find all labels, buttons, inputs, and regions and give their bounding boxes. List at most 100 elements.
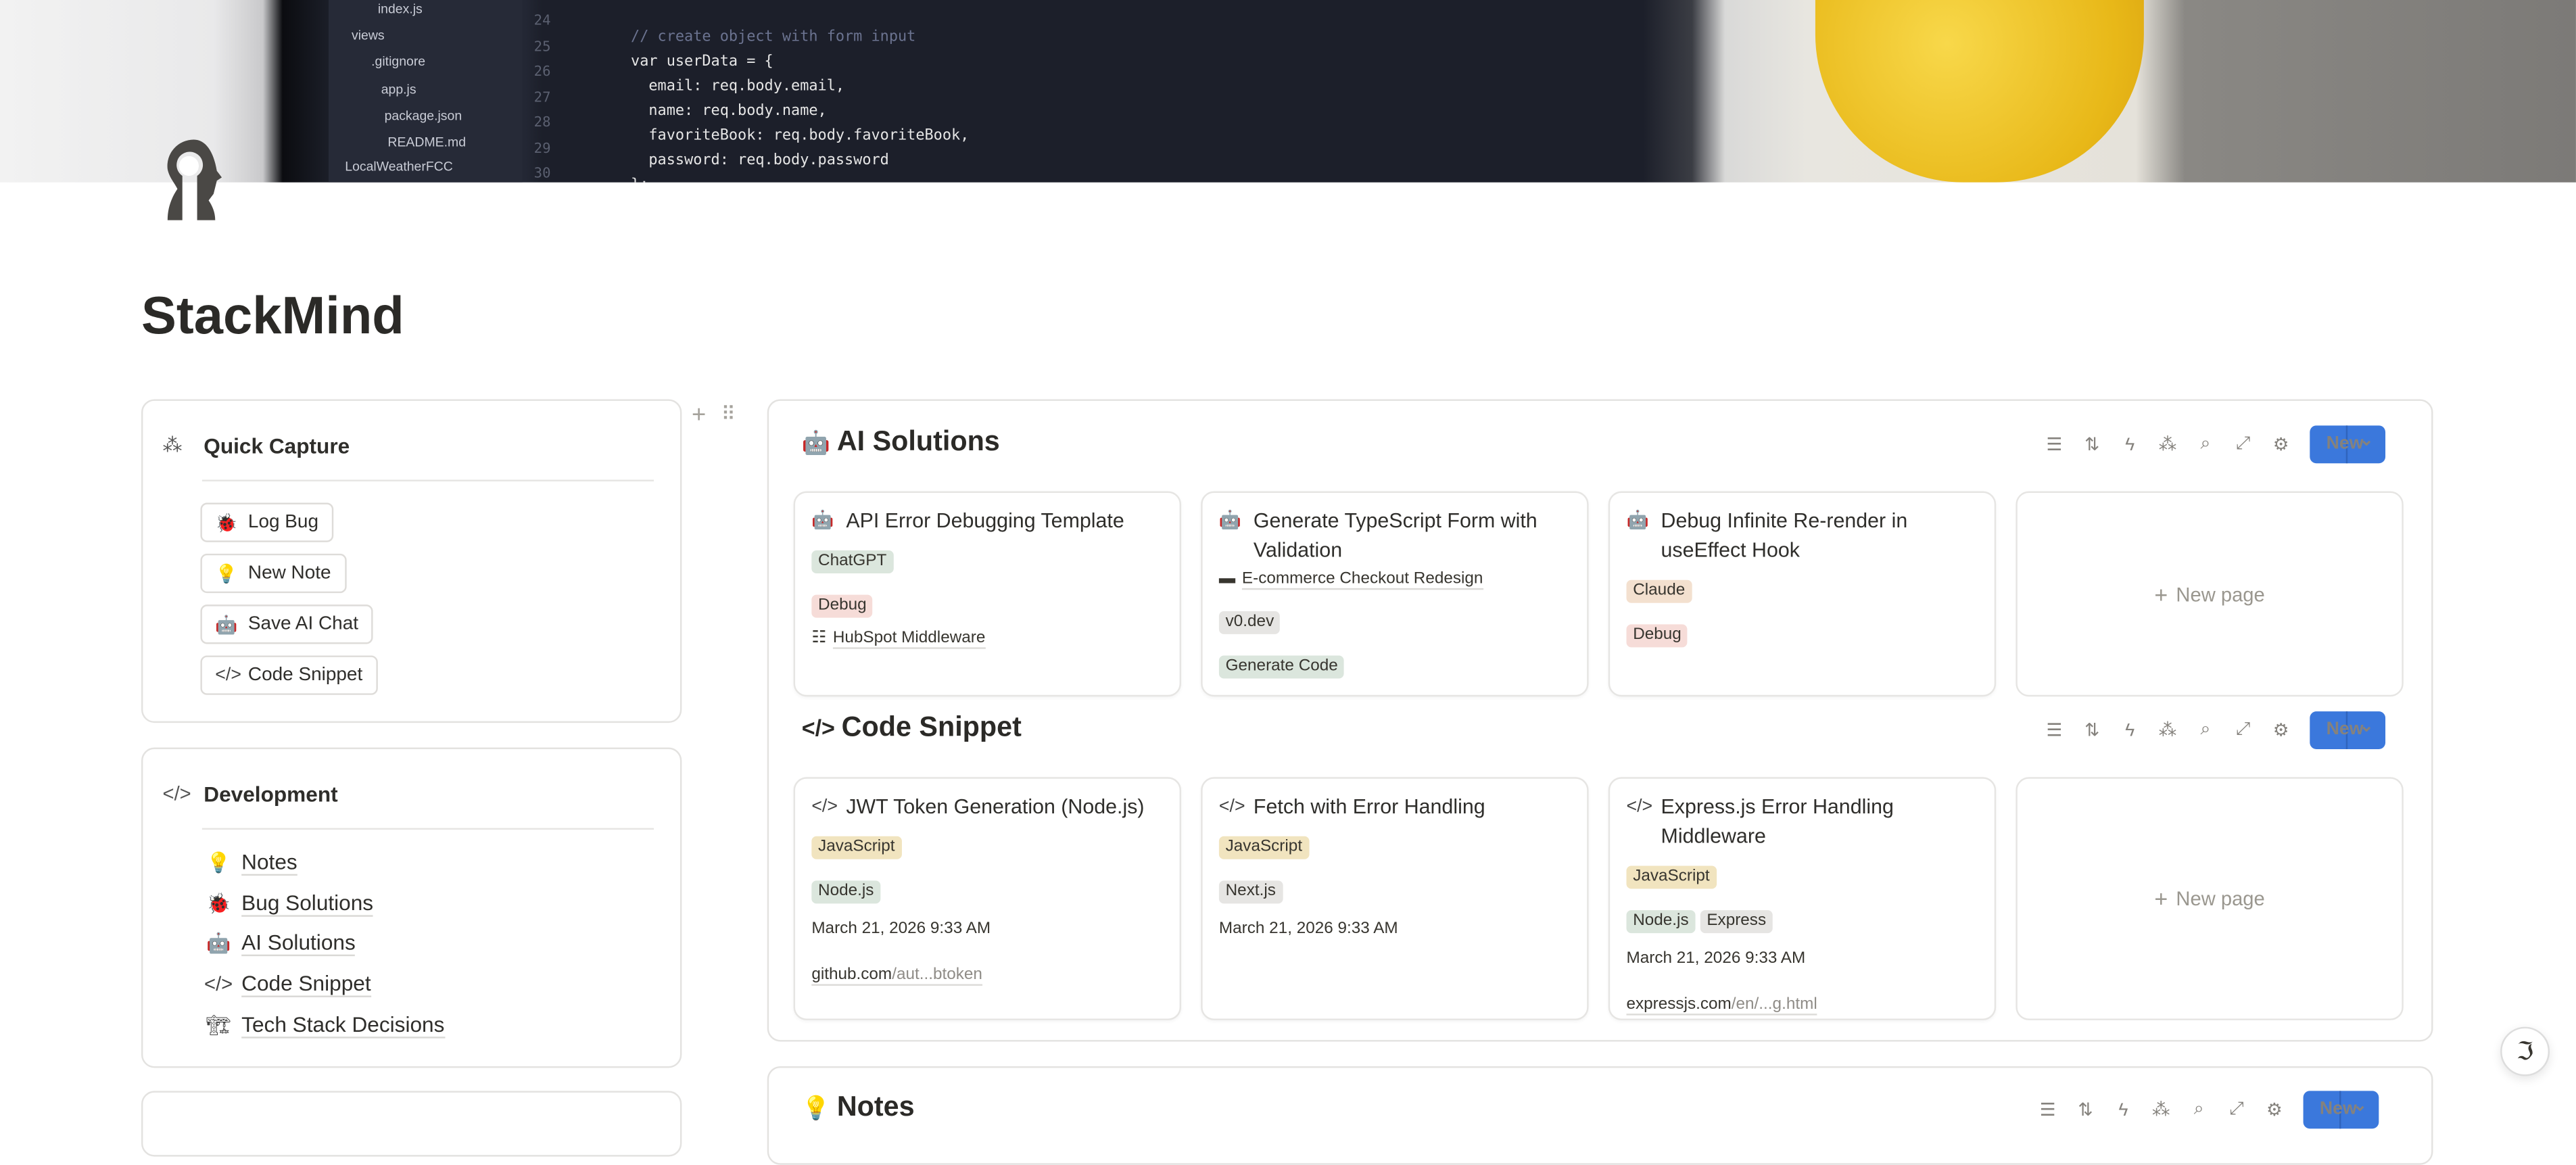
tag: Node.js: [811, 880, 881, 904]
development-title: Development: [204, 782, 338, 807]
cover-cup: [1815, 0, 2144, 183]
quick-capture-button[interactable]: 💡 New Note: [200, 553, 346, 594]
ai-sparkle-icon[interactable]: ⁂: [2152, 1100, 2170, 1121]
code-snippet-title[interactable]: </> Code Snippet: [801, 711, 1022, 743]
automation-bolt-icon[interactable]: ϟ: [2118, 1099, 2128, 1120]
button-label: New Note: [247, 563, 331, 584]
plus-icon: +: [2154, 580, 2168, 607]
link-label: Notes: [241, 849, 297, 876]
settings-sliders-icon[interactable]: ⚙: [2272, 721, 2289, 741]
card-title: 🤖 Generate TypeScript Form with Validatio…: [1219, 506, 1571, 565]
expand-icon[interactable]: ⤢: [2229, 1099, 2244, 1119]
tag: Node.js: [1626, 910, 1696, 934]
development-link[interactable]: 🏗 Tech Stack Decisions: [204, 1012, 445, 1039]
crane-link-icon: 🏗: [206, 1013, 231, 1037]
gallery-card[interactable]: 🤖 Debug Infinite Re-render in useEffect H…: [1608, 491, 1997, 697]
add-block-icon[interactable]: +: [691, 400, 707, 429]
new-button[interactable]: New ⌄: [2310, 711, 2386, 749]
database-toolbar: ☰ ⇅ ϟ ⁂ ⌕ ⤢ ⚙ New ⌄: [2029, 1091, 2379, 1129]
search-icon[interactable]: ⌕: [2200, 433, 2211, 454]
chevron-down-icon[interactable]: ⌄: [2359, 717, 2374, 736]
cover-file-tree: index.js views .gitignore app.js package.jso…: [328, 0, 523, 183]
ai-solutions-title[interactable]: 🤖 AI Solutions: [801, 425, 1000, 457]
notion-ai-face-icon[interactable]: ℑ: [2500, 1026, 2550, 1076]
ai-sparkle-icon[interactable]: ⁂: [2158, 721, 2177, 741]
automation-bolt-icon[interactable]: ϟ: [2125, 720, 2135, 740]
development-link[interactable]: 🤖 AI Solutions: [204, 930, 356, 957]
new-button-label[interactable]: New: [2310, 425, 2364, 464]
filter-icon[interactable]: ☰: [2039, 1100, 2056, 1121]
card-date: March 21, 2026 9:33 AM: [1626, 949, 1806, 968]
lightbulb-link-icon: 💡: [801, 1093, 831, 1120]
sort-icon[interactable]: ⇅: [2084, 721, 2100, 741]
link-label: AI Solutions: [241, 930, 356, 957]
cover-code-line: password: req.body.password: [631, 152, 889, 170]
sidebar-card-3: [141, 1091, 682, 1157]
card-title: 🤖 Debug Infinite Re-render in useEffect H…: [1627, 506, 1978, 565]
new-button-label[interactable]: New: [2310, 711, 2364, 749]
quick-capture-button[interactable]: 🐞 Log Bug: [200, 502, 333, 542]
cover-code-line: name: req.body.name,: [631, 103, 827, 120]
cover-line-number: 28: [533, 115, 551, 132]
drag-handle-icon[interactable]: ⠿: [721, 402, 736, 426]
relation-link[interactable]: ▬ E-commerce Checkout Redesign: [1219, 570, 1571, 590]
tag-row: Node.js Express: [1626, 903, 1978, 948]
cover-line-number: 30: [533, 166, 551, 183]
expand-icon[interactable]: ⤢: [2236, 719, 2251, 740]
quick-capture-card: ⁂ Quick Capture 🐞 Log Bug 💡 New Note 🤖 Save A…: [141, 399, 682, 723]
robot-link-icon: 🤖: [206, 932, 231, 955]
development-link[interactable]: </> Code Snippet: [204, 971, 371, 998]
development-link[interactable]: 🐞 Bug Solutions: [204, 890, 374, 917]
robot-icon: 🤖: [1218, 510, 1242, 531]
new-button-label[interactable]: New: [2304, 1091, 2357, 1129]
new-page-card[interactable]: + New page: [2016, 777, 2404, 1020]
card-date: March 21, 2026 9:33 AM: [1218, 920, 1398, 938]
chevron-down-icon[interactable]: ⌄: [2359, 432, 2374, 450]
sort-icon[interactable]: ⇅: [2078, 1100, 2093, 1121]
card-title: </> Express.js Error Handling Middleware: [1627, 792, 1978, 851]
filter-icon[interactable]: ☰: [2046, 435, 2063, 456]
settings-sliders-icon[interactable]: ⚙: [2266, 1100, 2283, 1121]
expand-icon[interactable]: ⤢: [2236, 433, 2251, 454]
tag-row: Next.js: [1218, 874, 1571, 919]
card-url[interactable]: expressjs.com/en/...g.html: [1626, 995, 1817, 1016]
cover-line-number: 26: [533, 64, 551, 81]
tag: Generate Code: [1218, 655, 1345, 679]
cover-line-number: 25: [533, 39, 551, 55]
sort-icon[interactable]: ⇅: [2084, 435, 2100, 456]
quick-capture-button[interactable]: 🤖 Save AI Chat: [200, 604, 373, 644]
code-icon: </>: [1218, 797, 1245, 817]
lightbulb-link-icon: 💡: [206, 851, 231, 874]
automation-bolt-icon[interactable]: ϟ: [2125, 434, 2135, 454]
gallery-card[interactable]: </> Fetch with Error Handling JavaScript Ne…: [1201, 777, 1589, 1020]
filter-icon[interactable]: ☰: [2046, 721, 2063, 741]
folder-icon: ▬: [1218, 570, 1236, 588]
new-button[interactable]: New ⌄: [2310, 425, 2386, 464]
development-link[interactable]: 💡 Notes: [204, 849, 297, 876]
robot-icon: 🤖: [811, 510, 834, 531]
settings-sliders-icon[interactable]: ⚙: [2272, 435, 2289, 456]
chevron-down-icon[interactable]: ⌄: [2353, 1097, 2367, 1116]
card-url[interactable]: github.com/aut...btoken: [811, 966, 982, 986]
gallery-card[interactable]: 🤖 API Error Debugging Template ChatGPT Debu…: [793, 491, 1182, 697]
gallery-card[interactable]: 🤖 Generate TypeScript Form with Validatio…: [1201, 491, 1589, 697]
code-icon: </>: [1626, 797, 1653, 817]
search-icon[interactable]: ⌕: [2200, 719, 2211, 740]
button-label: Save AI Chat: [247, 614, 359, 634]
notes-title[interactable]: 💡 Notes: [801, 1091, 915, 1122]
bug-link-icon: 🐞: [206, 891, 231, 915]
cover-file: app.js: [381, 82, 416, 97]
cover-code-line: var userData = {: [631, 54, 773, 71]
new-button[interactable]: New ⌄: [2303, 1091, 2379, 1129]
ai-sparkle-icon[interactable]: ⁂: [2158, 435, 2177, 456]
relation-link[interactable]: ☷ HubSpot Middleware: [811, 629, 1163, 649]
card-title: 🤖 API Error Debugging Template: [811, 506, 1163, 536]
new-page-card[interactable]: + New page: [2016, 491, 2404, 697]
sparkle-cursor-icon: ⁂: [162, 433, 183, 457]
gallery-card[interactable]: </> JWT Token Generation (Node.js) JavaScr…: [793, 777, 1182, 1020]
search-icon[interactable]: ⌕: [2193, 1099, 2204, 1119]
gallery-card[interactable]: </> Express.js Error Handling Middleware J…: [1608, 777, 1997, 1020]
bug-icon: 🐞: [215, 513, 238, 533]
quick-capture-button[interactable]: </> Code Snippet: [200, 655, 378, 695]
code-icon: </>: [811, 797, 838, 817]
